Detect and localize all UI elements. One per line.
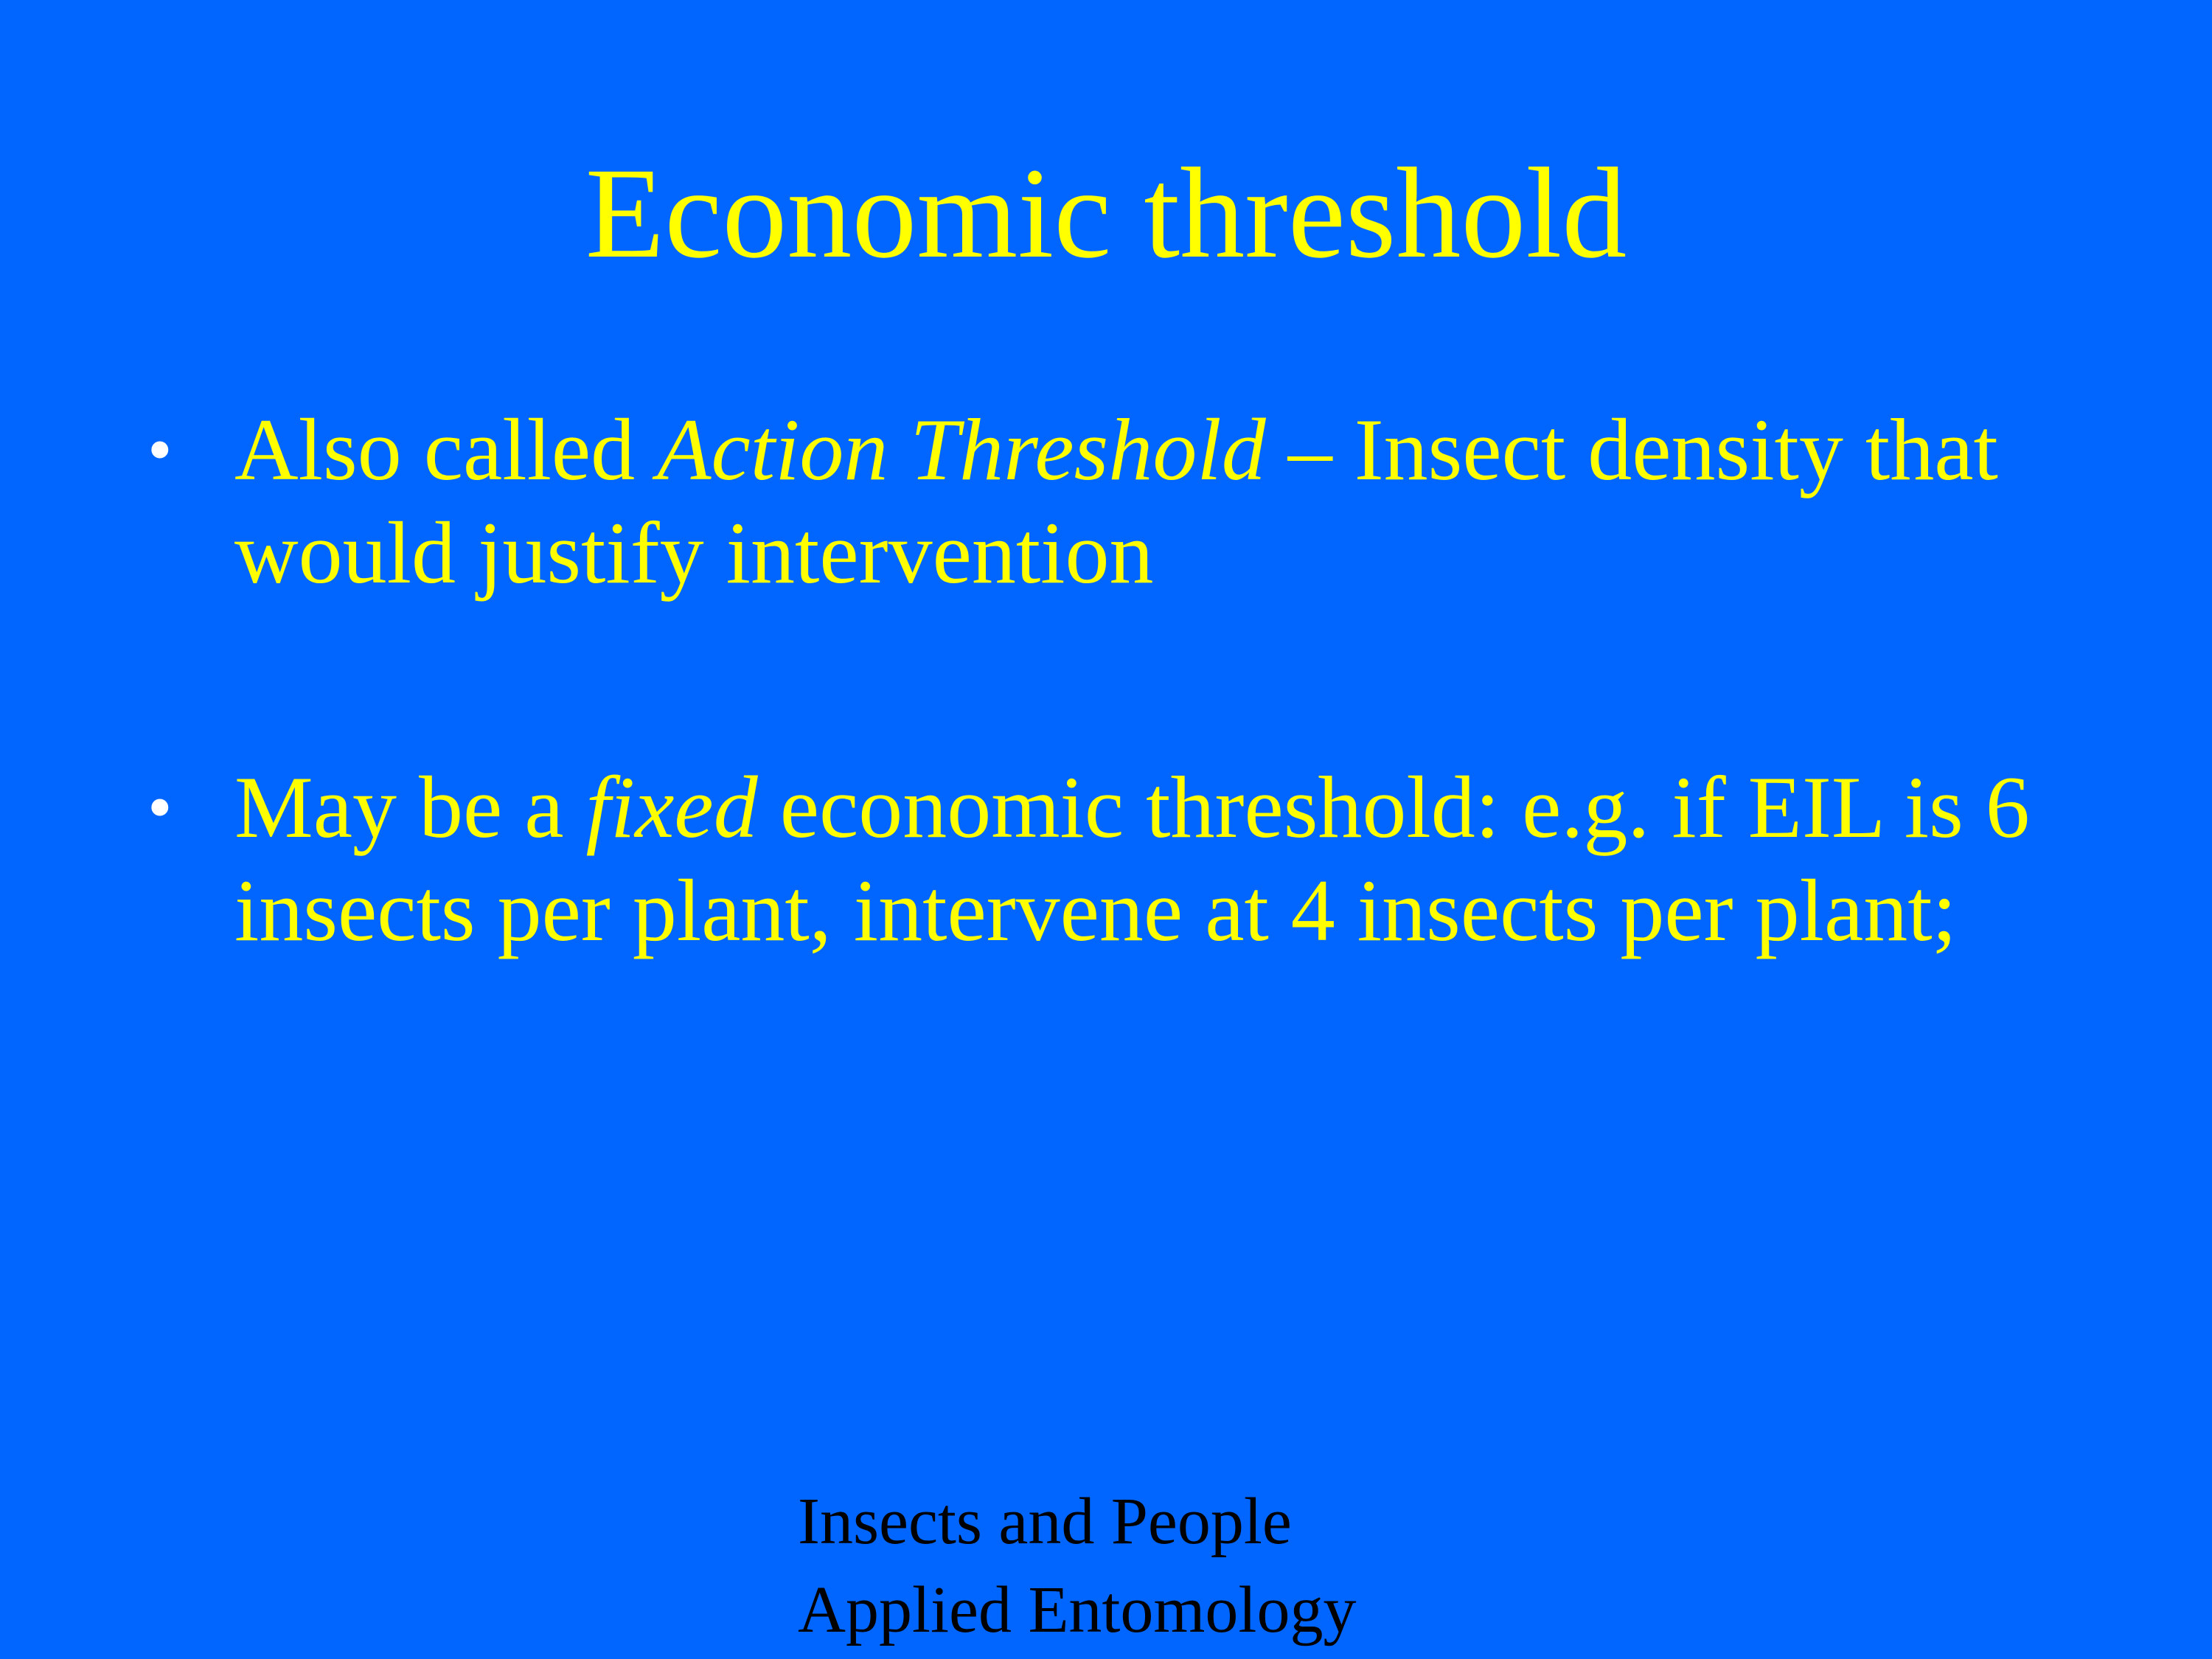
bullet-icon: • [147, 410, 173, 489]
bullet-text-end: economic threshold: e.g. if EIL is 6 ins… [234, 758, 2030, 959]
bullet-text-start: May be a [234, 758, 586, 856]
bullet-italic-term: fixed [585, 758, 758, 856]
bullet-italic-term: Action Threshold [657, 400, 1266, 498]
slide-title: Economic threshold [585, 142, 1627, 285]
bullet-icon: • [147, 768, 173, 846]
bullet-text-start: Also called [234, 400, 658, 498]
bullet-item: • Also called Action Threshold – Insect … [147, 398, 2065, 605]
bullet-text-end: – Insect density that would justify inte… [234, 400, 1998, 602]
footer-line-2: Applied Entomology [798, 1573, 1357, 1646]
slide-footer: Insects and People Applied Entomology [798, 1478, 1356, 1655]
bullet-item: • May be a fixed economic threshold: e.g… [147, 756, 2065, 962]
bullet-list: • Also called Action Threshold – Insect … [147, 398, 2065, 962]
footer-line-1: Insects and People [798, 1485, 1292, 1558]
